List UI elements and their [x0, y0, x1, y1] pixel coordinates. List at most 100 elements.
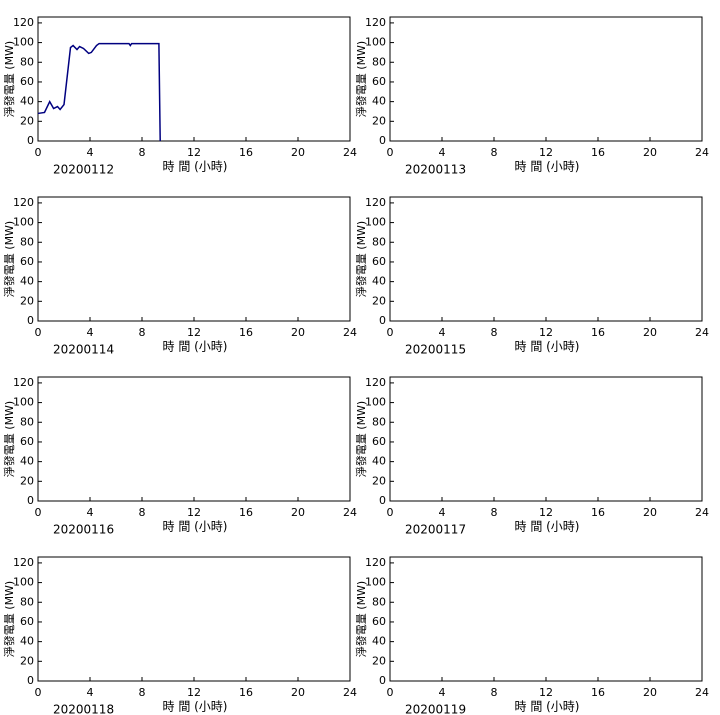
y-tick-label: 20	[20, 114, 34, 127]
x-tick-label: 12	[187, 686, 201, 699]
x-axis-title: 時 間 (小時)	[163, 700, 228, 714]
x-tick-label: 24	[695, 506, 709, 519]
x-tick-label: 0	[35, 326, 42, 339]
plot-frame	[37, 556, 351, 682]
x-tick-label: 24	[343, 686, 357, 699]
date-label: 20200116	[53, 523, 114, 537]
x-tick-label: 0	[35, 686, 42, 699]
x-tick-label: 20	[291, 146, 305, 159]
x-tick-label: 8	[139, 146, 146, 159]
y-tick-label: 80	[20, 55, 34, 68]
y-tick-label: 60	[372, 435, 386, 448]
y-tick-label: 0	[27, 674, 34, 687]
y-tick-label: 40	[372, 95, 386, 108]
y-tick-label: 120	[365, 556, 386, 569]
y-tick-label: 0	[379, 314, 386, 327]
y-tick-label: 40	[372, 275, 386, 288]
plot-frame	[389, 376, 703, 502]
x-tick-label: 8	[139, 326, 146, 339]
date-label: 20200112	[53, 163, 114, 177]
y-tick-label: 120	[365, 196, 386, 209]
x-tick-label: 4	[439, 506, 446, 519]
x-tick-label: 12	[187, 146, 201, 159]
x-axis-title: 時 間 (小時)	[515, 520, 580, 534]
y-axis-title: 淨發電量 (MW)	[354, 401, 368, 477]
x-tick-label: 0	[387, 146, 394, 159]
x-tick-label: 8	[491, 686, 498, 699]
x-tick-label: 20	[643, 506, 657, 519]
x-tick-label: 4	[87, 686, 94, 699]
y-tick-label: 80	[20, 415, 34, 428]
y-tick-label: 80	[20, 595, 34, 608]
plot-frame	[389, 556, 703, 682]
date-label: 20200115	[405, 343, 466, 357]
y-tick-label: 40	[372, 455, 386, 468]
y-tick-label: 100	[365, 36, 386, 49]
y-axis-title: 淨發電量 (MW)	[2, 581, 16, 657]
x-tick-label: 24	[343, 326, 357, 339]
x-tick-label: 0	[387, 326, 394, 339]
y-axis-title: 淨發電量 (MW)	[2, 41, 16, 117]
x-tick-label: 24	[695, 146, 709, 159]
x-tick-label: 4	[439, 686, 446, 699]
y-tick-label: 80	[20, 235, 34, 248]
x-tick-label: 12	[539, 506, 553, 519]
x-tick-label: 16	[591, 326, 605, 339]
y-tick-label: 20	[372, 114, 386, 127]
x-tick-label: 4	[439, 326, 446, 339]
plot-frame	[389, 196, 703, 322]
x-tick-label: 24	[343, 146, 357, 159]
y-tick-label: 100	[13, 216, 34, 229]
x-axis-title: 時 間 (小時)	[163, 340, 228, 354]
x-tick-label: 12	[539, 146, 553, 159]
y-tick-label: 0	[27, 134, 34, 147]
plot-frame	[37, 16, 351, 142]
x-tick-label: 12	[187, 326, 201, 339]
y-tick-label: 20	[372, 474, 386, 487]
x-tick-label: 0	[387, 686, 394, 699]
x-tick-label: 16	[591, 506, 605, 519]
x-tick-label: 4	[87, 326, 94, 339]
y-tick-label: 80	[372, 235, 386, 248]
x-tick-label: 4	[87, 506, 94, 519]
x-tick-label: 8	[491, 326, 498, 339]
y-tick-label: 60	[372, 255, 386, 268]
y-tick-label: 80	[372, 55, 386, 68]
y-axis-title: 淨發電量 (MW)	[354, 581, 368, 657]
x-tick-label: 16	[591, 146, 605, 159]
y-tick-label: 100	[365, 216, 386, 229]
x-axis-title: 時 間 (小時)	[515, 340, 580, 354]
x-axis-title: 時 間 (小時)	[163, 160, 228, 174]
y-tick-label: 0	[27, 494, 34, 507]
y-tick-label: 100	[13, 396, 34, 409]
y-tick-label: 40	[20, 275, 34, 288]
date-label: 20200118	[53, 703, 114, 715]
x-tick-label: 16	[239, 146, 253, 159]
x-tick-label: 8	[491, 506, 498, 519]
x-tick-label: 12	[539, 686, 553, 699]
x-tick-label: 4	[439, 146, 446, 159]
y-tick-label: 0	[379, 674, 386, 687]
y-tick-label: 100	[365, 576, 386, 589]
plot-frame	[37, 376, 351, 502]
y-tick-label: 100	[13, 36, 34, 49]
x-axis-title: 時 間 (小時)	[163, 520, 228, 534]
y-tick-label: 60	[372, 75, 386, 88]
data-line	[37, 42, 161, 142]
x-tick-label: 16	[239, 506, 253, 519]
y-tick-label: 80	[372, 415, 386, 428]
y-tick-label: 20	[372, 294, 386, 307]
y-tick-label: 120	[13, 16, 34, 29]
x-tick-label: 0	[387, 506, 394, 519]
x-tick-label: 16	[591, 686, 605, 699]
plot-frame	[389, 16, 703, 142]
y-axis-title: 淨發電量 (MW)	[354, 221, 368, 297]
y-tick-label: 60	[372, 615, 386, 628]
x-tick-label: 8	[139, 686, 146, 699]
x-tick-label: 12	[187, 506, 201, 519]
y-axis-title: 淨發電量 (MW)	[354, 41, 368, 117]
x-tick-label: 16	[239, 326, 253, 339]
y-tick-label: 60	[20, 255, 34, 268]
x-tick-label: 12	[539, 326, 553, 339]
